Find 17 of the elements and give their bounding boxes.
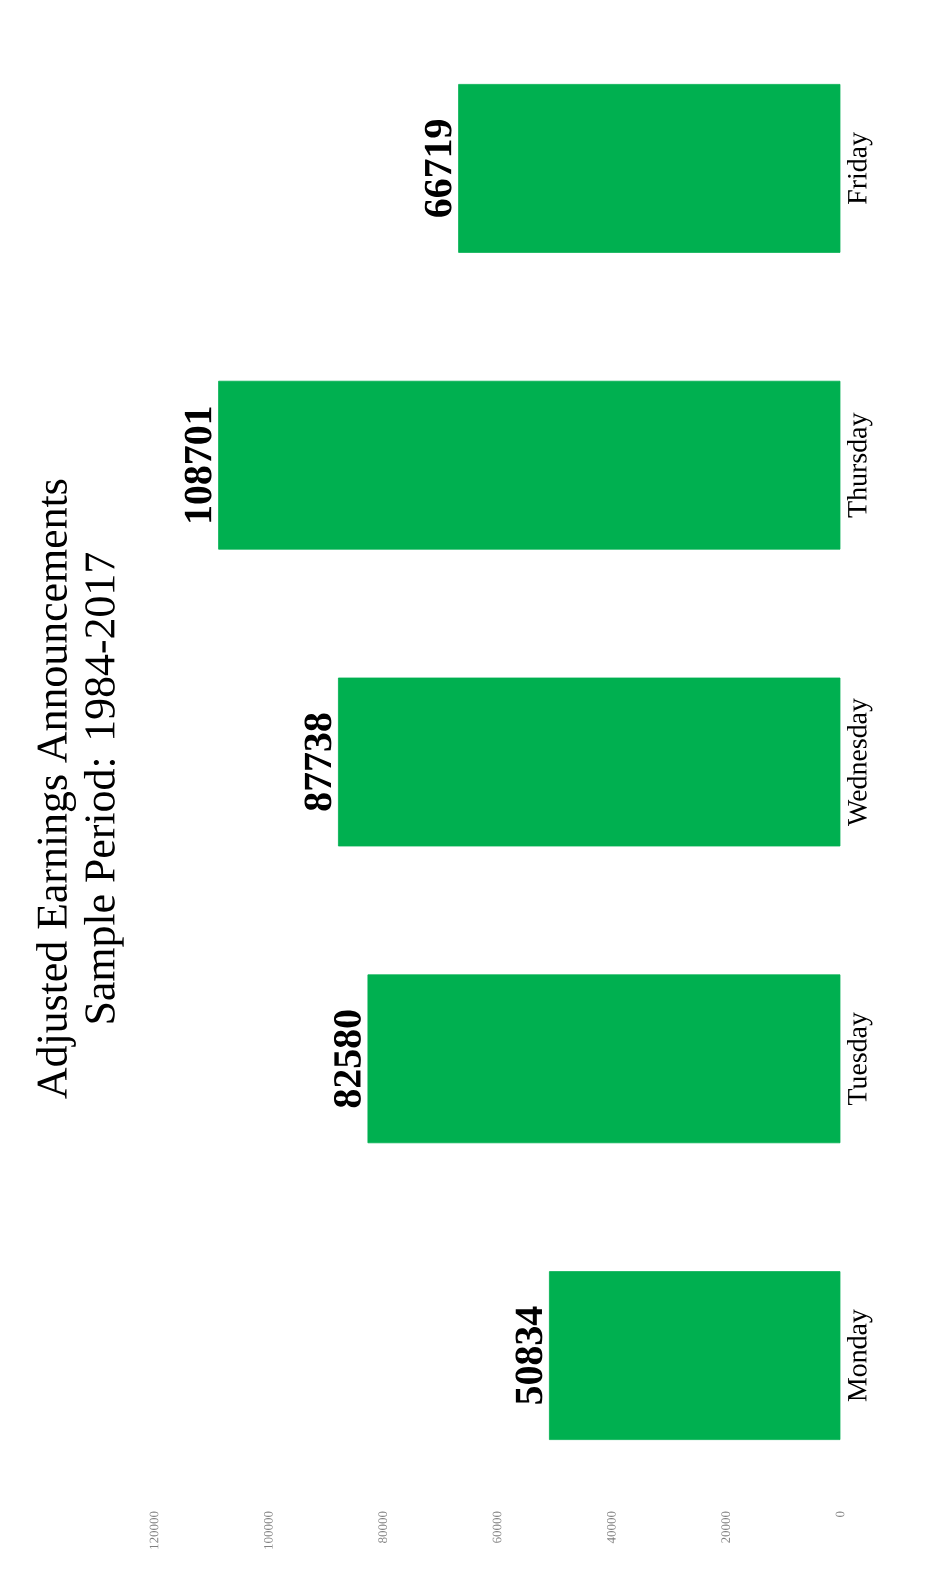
text: Adjusted Earnings Announcements xyxy=(36,479,76,1099)
data-label: 50834 xyxy=(515,1306,543,1404)
data-label: 66719 xyxy=(424,120,452,217)
bar xyxy=(218,380,841,550)
data-label: 108701 xyxy=(184,407,212,522)
data-label: 87738 xyxy=(304,713,332,811)
y-tick-label: Monday xyxy=(847,1309,873,1402)
bar xyxy=(548,1271,841,1440)
data-label: 82580 xyxy=(333,1010,361,1108)
bar xyxy=(338,677,841,847)
y-tick-label: Thursday xyxy=(847,412,873,518)
bar xyxy=(458,84,841,253)
y-tick-label: Friday xyxy=(847,132,873,204)
bar xyxy=(367,974,841,1144)
y-tick-label: Wednesday xyxy=(847,698,873,826)
y-tick-label: Tuesday xyxy=(847,1012,873,1106)
text: Sample Period: 1984-2017 xyxy=(83,553,124,1023)
